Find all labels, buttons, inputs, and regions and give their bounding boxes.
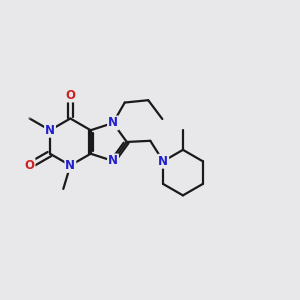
Text: N: N	[65, 159, 75, 172]
Text: O: O	[25, 159, 34, 172]
Text: N: N	[108, 154, 118, 167]
Text: N: N	[108, 116, 118, 130]
Text: N: N	[158, 155, 168, 168]
Text: O: O	[65, 88, 75, 101]
Text: N: N	[29, 118, 30, 119]
Text: N: N	[45, 124, 55, 137]
